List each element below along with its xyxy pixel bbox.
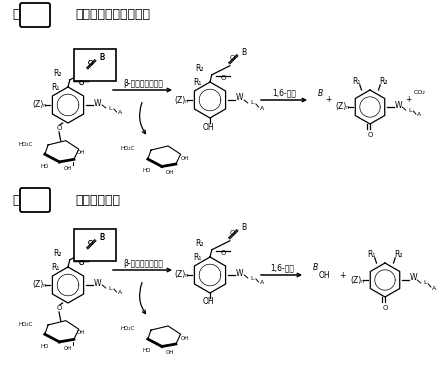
Text: O: O	[88, 60, 94, 66]
Text: R₁: R₁	[194, 78, 202, 87]
Text: (Z)ₙ: (Z)ₙ	[336, 102, 350, 112]
Text: W: W	[394, 100, 402, 109]
Text: O: O	[221, 250, 226, 256]
Text: 1,6-消除: 1,6-消除	[270, 263, 294, 273]
Text: 1,6-消除: 1,6-消除	[272, 89, 296, 97]
Text: OH: OH	[76, 330, 85, 335]
Text: L: L	[108, 286, 112, 291]
Text: R₂: R₂	[54, 249, 62, 258]
Text: A: A	[118, 110, 123, 116]
Text: OH: OH	[181, 156, 189, 161]
Text: R₁: R₁	[194, 253, 202, 262]
Text: OH: OH	[166, 171, 174, 176]
Text: HO: HO	[143, 348, 151, 353]
Text: (Z)ₙ: (Z)ₙ	[174, 95, 188, 104]
Text: O: O	[88, 240, 94, 246]
Text: W: W	[236, 268, 243, 278]
Text: R₂: R₂	[195, 239, 204, 248]
Text: HO₂C: HO₂C	[121, 326, 135, 331]
Text: R₁: R₁	[367, 250, 376, 259]
Text: HO₂C: HO₂C	[18, 142, 32, 147]
Text: O: O	[221, 75, 226, 81]
Text: OH: OH	[166, 350, 174, 355]
Text: A: A	[260, 281, 264, 286]
FancyBboxPatch shape	[74, 49, 116, 81]
Text: B: B	[241, 223, 246, 232]
Text: OH: OH	[181, 335, 189, 340]
Text: O: O	[367, 132, 373, 138]
Text: (Z)ₙ: (Z)ₙ	[351, 276, 365, 285]
Text: O: O	[88, 240, 94, 246]
Text: 当: 当	[12, 8, 20, 22]
Text: β-葡糖醛酸糖苷酶: β-葡糖醛酸糖苷酶	[123, 79, 163, 87]
Text: HO₂C: HO₂C	[18, 321, 32, 326]
Text: B: B	[99, 53, 104, 62]
Text: L: L	[250, 276, 254, 281]
Text: 部分是氨基甲酸酯时，: 部分是氨基甲酸酯时，	[75, 8, 150, 22]
Text: HO₂C: HO₂C	[121, 147, 135, 152]
Text: OH: OH	[202, 122, 214, 132]
Text: W: W	[94, 278, 101, 288]
Text: CO₂: CO₂	[414, 90, 426, 95]
Text: A: A	[432, 286, 436, 291]
Text: +: +	[325, 95, 331, 104]
Text: R₂: R₂	[54, 69, 62, 78]
Text: O: O	[56, 126, 62, 131]
Text: W: W	[94, 99, 101, 107]
Text: L: L	[408, 107, 412, 112]
FancyBboxPatch shape	[74, 229, 116, 261]
FancyBboxPatch shape	[20, 188, 50, 212]
Text: W: W	[409, 273, 417, 283]
Text: R₂: R₂	[394, 250, 403, 259]
Text: O: O	[230, 55, 235, 61]
Text: OH: OH	[63, 166, 72, 171]
Text: O: O	[56, 305, 62, 311]
Text: W: W	[236, 94, 243, 102]
Text: β-葡糖醛酸糖苷酶: β-葡糖醛酸糖苷酶	[123, 258, 163, 268]
Text: L: L	[250, 100, 254, 105]
Text: (Z)ₙ: (Z)ₙ	[32, 281, 46, 290]
Text: R₁: R₁	[52, 263, 60, 272]
Text: O: O	[79, 80, 84, 86]
Text: R₁: R₁	[352, 77, 361, 86]
Text: (Z)ₙ: (Z)ₙ	[174, 271, 188, 280]
Text: 当: 当	[12, 194, 20, 206]
Text: OH: OH	[202, 298, 214, 306]
Text: HO: HO	[143, 169, 151, 174]
Text: O: O	[382, 305, 388, 311]
Text: HO: HO	[40, 164, 49, 169]
Text: +: +	[405, 95, 411, 104]
Text: L: L	[108, 105, 112, 110]
Text: O: O	[230, 230, 235, 236]
Text: B: B	[317, 89, 323, 97]
Text: O: O	[79, 80, 84, 86]
Text: A: A	[260, 105, 264, 110]
Text: B: B	[99, 233, 104, 242]
Text: OH: OH	[63, 345, 72, 350]
Text: 部分是酯时，: 部分是酯时，	[75, 194, 120, 206]
Text: B: B	[99, 233, 104, 242]
Text: B: B	[313, 263, 317, 273]
Text: A: A	[118, 291, 123, 296]
Text: OH: OH	[318, 271, 330, 280]
Text: B: B	[241, 48, 246, 57]
Text: +: +	[339, 271, 345, 280]
Text: R₂: R₂	[379, 77, 388, 86]
Text: R₁: R₁	[52, 83, 60, 92]
Text: B: B	[99, 53, 104, 62]
Text: O: O	[79, 260, 84, 266]
Text: R₂: R₂	[195, 64, 204, 73]
FancyBboxPatch shape	[20, 3, 50, 27]
Text: O: O	[79, 260, 84, 266]
Text: HO: HO	[40, 343, 49, 348]
Text: O: O	[88, 60, 94, 66]
Text: A: A	[417, 112, 421, 117]
Text: OH: OH	[76, 151, 85, 156]
Text: L: L	[423, 281, 427, 286]
Text: (Z)ₙ: (Z)ₙ	[32, 100, 46, 109]
